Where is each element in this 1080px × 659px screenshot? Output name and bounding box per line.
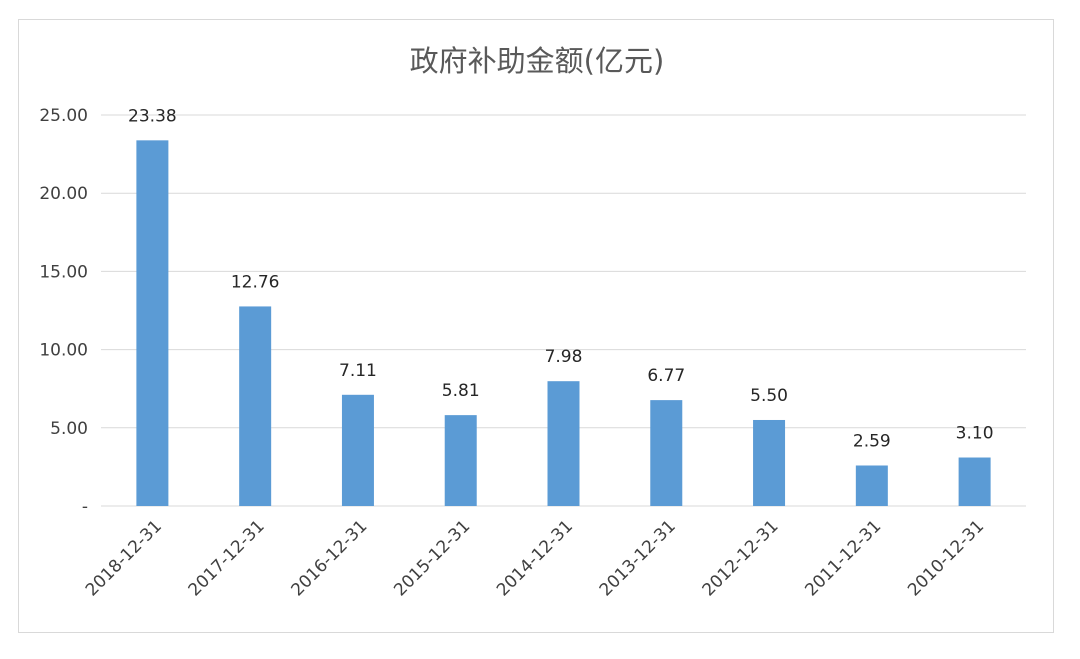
x-tick-label: 2017-12-31 bbox=[185, 516, 269, 600]
x-tick-label: 2013-12-31 bbox=[596, 516, 680, 600]
x-tick-label: 2015-12-31 bbox=[390, 516, 474, 600]
y-tick-label: 25.00 bbox=[39, 106, 88, 126]
x-axis: 2018-12-31 2017-12-31 2016-12-31 2015-12-31… bbox=[82, 516, 988, 600]
data-label: 5.50 bbox=[750, 386, 788, 406]
data-label: 7.11 bbox=[339, 361, 377, 381]
data-labels: 23.38 12.76 7.11 5.81 7.98 6.77 5.50 2.59 3.10 bbox=[128, 106, 993, 451]
y-tick-label: 15.00 bbox=[39, 262, 88, 282]
x-tick-label: 2012-12-31 bbox=[699, 516, 783, 600]
y-tick-label: 5.00 bbox=[50, 419, 88, 439]
x-tick-label: 2010-12-31 bbox=[904, 516, 988, 600]
bar bbox=[958, 457, 991, 506]
data-label: 7.98 bbox=[545, 347, 583, 367]
x-tick-label: 2011-12-31 bbox=[801, 516, 885, 600]
chart-frame bbox=[18, 19, 1054, 633]
y-tick-label: 10.00 bbox=[39, 341, 88, 361]
data-label: 12.76 bbox=[231, 272, 280, 292]
y-tick-label: - bbox=[82, 497, 88, 517]
chart-title: 政府补助金额(亿元) bbox=[410, 44, 665, 78]
y-tick-label: 20.00 bbox=[39, 184, 88, 204]
bar bbox=[547, 381, 580, 506]
data-label: 23.38 bbox=[128, 106, 177, 126]
bar bbox=[753, 419, 786, 506]
bars bbox=[136, 140, 991, 507]
x-tick-label: 2016-12-31 bbox=[287, 516, 371, 600]
bar bbox=[444, 415, 477, 506]
bar bbox=[855, 465, 888, 506]
data-label: 5.81 bbox=[442, 381, 480, 401]
bar bbox=[341, 394, 374, 506]
x-tick-label: 2018-12-31 bbox=[82, 516, 166, 600]
bar bbox=[239, 306, 272, 506]
x-tick-label: 2014-12-31 bbox=[493, 516, 577, 600]
data-label: 3.10 bbox=[956, 424, 994, 444]
y-axis: - 5.00 10.00 15.00 20.00 25.00 bbox=[39, 106, 88, 517]
bar bbox=[136, 140, 169, 507]
bar bbox=[650, 400, 683, 506]
data-label: 2.59 bbox=[853, 431, 891, 451]
data-label: 6.77 bbox=[647, 366, 685, 386]
